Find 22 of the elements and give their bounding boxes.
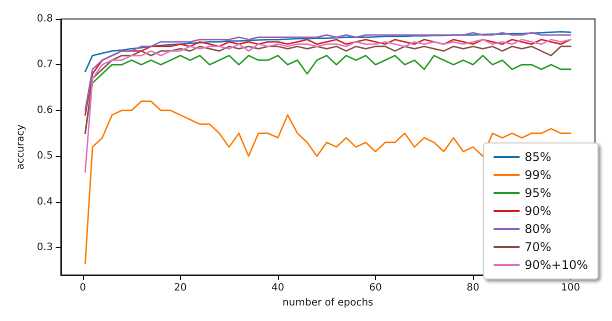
x-tick-label: 100 bbox=[561, 282, 580, 294]
x-tick-label: 60 bbox=[369, 282, 382, 294]
x-tick-label: 0 bbox=[80, 282, 86, 294]
legend-label: 99% bbox=[524, 168, 552, 182]
y-axis-title: accuracy bbox=[16, 124, 26, 170]
y-tick-label: 0.8 bbox=[36, 14, 53, 24]
x-axis-title: number of epochs bbox=[282, 297, 374, 308]
y-tick-label: 0.3 bbox=[36, 242, 53, 254]
y-tick-label: 0.6 bbox=[36, 104, 53, 116]
x-tick-label: 40 bbox=[272, 282, 284, 294]
x-tick-label: 20 bbox=[174, 282, 187, 294]
y-tick-label: 0.7 bbox=[36, 59, 53, 70]
y-tick-label: 0.4 bbox=[36, 196, 53, 208]
legend-label: 90% bbox=[524, 204, 552, 218]
y-tick-label: 0.5 bbox=[36, 150, 53, 162]
x-tick-label: 80 bbox=[466, 282, 480, 294]
legend-label: 95% bbox=[524, 186, 552, 200]
line-series bbox=[84, 31, 572, 72]
legend-label: 80% bbox=[524, 222, 552, 236]
legend-label: 85% bbox=[524, 150, 552, 164]
legend-label: 70% bbox=[524, 240, 552, 254]
legend-label: 90%+10% bbox=[524, 258, 588, 272]
